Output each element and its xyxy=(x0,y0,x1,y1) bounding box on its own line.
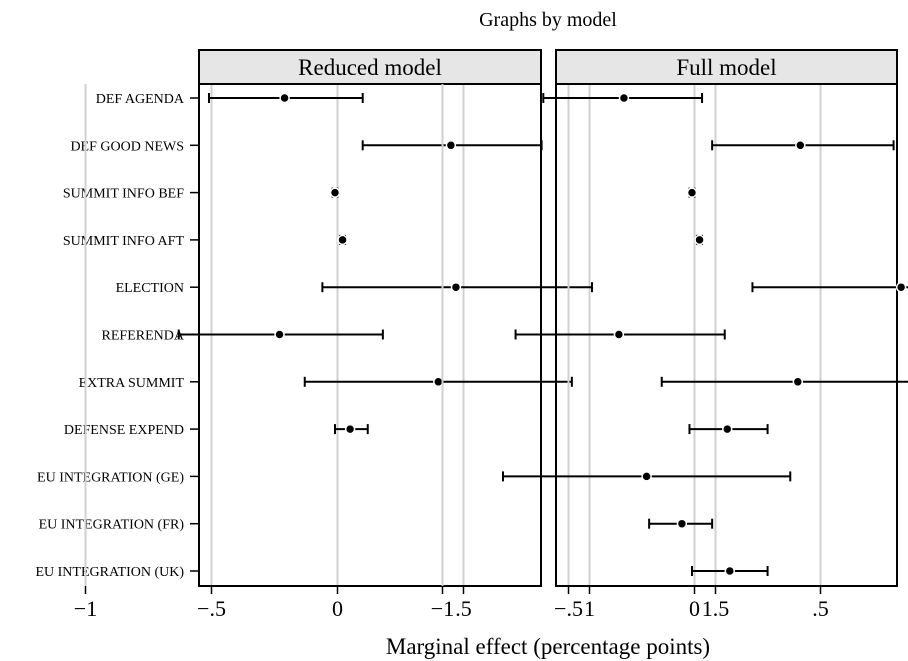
category-label: ELECTION xyxy=(116,281,184,296)
point-estimate xyxy=(344,423,356,435)
x-tick-label: .5 xyxy=(455,596,472,621)
x-tick-label: −.5 xyxy=(554,596,583,621)
point-estimate xyxy=(676,518,688,529)
point-estimate xyxy=(613,329,625,340)
point-estimate xyxy=(895,281,907,293)
x-axis-title: Marginal effect (percentage points) xyxy=(386,634,710,659)
error-bar xyxy=(694,234,705,246)
point-estimate xyxy=(450,281,462,293)
error-bar xyxy=(711,140,895,151)
category-label: EU INTEGRATION (FR) xyxy=(39,518,185,533)
category-label: EXTRA SUMMIT xyxy=(79,376,185,391)
category-label: REFERENDA xyxy=(102,329,185,344)
point-estimate xyxy=(724,565,736,577)
point-estimate xyxy=(618,92,630,104)
point-estimate xyxy=(445,140,457,151)
x-tick-label: 0 xyxy=(689,596,700,621)
panel-strip-label: Reduced model xyxy=(298,55,442,80)
x-tick-label: −.5 xyxy=(197,596,226,621)
error-bar xyxy=(690,565,769,577)
category-label: DEFENSE EXPEND xyxy=(64,423,184,438)
error-bar xyxy=(514,329,726,340)
panel: Full model −1 −.5 0 .5 1 1.5 xyxy=(431,49,908,621)
category-label: EU INTEGRATION (GE) xyxy=(37,470,184,485)
point-estimate xyxy=(722,423,733,435)
error-bar xyxy=(337,234,348,246)
point-estimate xyxy=(433,376,444,388)
error-bar xyxy=(660,376,908,388)
point-estimate xyxy=(279,92,290,104)
category-label: SUMMIT INFO BEF xyxy=(63,187,184,202)
error-bar xyxy=(329,187,341,198)
x-tick-label: 0 xyxy=(332,596,343,621)
category-label: DEF AGENDA xyxy=(96,92,185,107)
panel-strip xyxy=(555,49,898,85)
point-estimate xyxy=(792,376,804,388)
error-bar xyxy=(501,471,792,482)
point-estimate xyxy=(274,329,285,340)
point-estimate xyxy=(694,234,705,246)
error-bar xyxy=(542,92,704,104)
category-label: DEF GOOD NEWS xyxy=(70,139,184,154)
error-bar xyxy=(303,376,573,388)
point-estimate xyxy=(329,187,341,198)
error-bar xyxy=(751,281,908,293)
panels: Reduced model −1 −.5 0 .5 1 1.5 Full model −1 −.5… xyxy=(74,49,908,621)
panel-strip xyxy=(198,49,542,85)
x-tick-label: −1 xyxy=(431,596,454,621)
error-bar xyxy=(207,92,364,104)
point-estimate xyxy=(686,187,698,198)
panel-strip-label: Full model xyxy=(676,55,776,80)
error-bar xyxy=(688,423,769,435)
point-estimate xyxy=(641,471,652,482)
point-estimate xyxy=(795,140,806,151)
chart-title: Graphs by model xyxy=(479,9,617,31)
category-label: EU INTEGRATION (UK) xyxy=(35,565,184,580)
category-labels: DEF AGENDA DEF GOOD NEWS SUMMIT INFO BEF SU… xyxy=(35,92,199,580)
error-bar xyxy=(333,423,369,435)
error-bar xyxy=(648,518,714,529)
x-tick-label: .5 xyxy=(812,596,829,621)
error-bar xyxy=(177,329,384,340)
error-bar xyxy=(321,281,594,293)
category-label: SUMMIT INFO AFT xyxy=(63,234,185,249)
error-bar xyxy=(361,140,543,151)
point-estimate xyxy=(337,234,348,246)
x-tick-label: 1.5 xyxy=(702,596,730,621)
error-bar xyxy=(686,187,698,198)
x-tick-label: 1 xyxy=(584,596,595,621)
x-tick-label: −1 xyxy=(74,596,97,621)
